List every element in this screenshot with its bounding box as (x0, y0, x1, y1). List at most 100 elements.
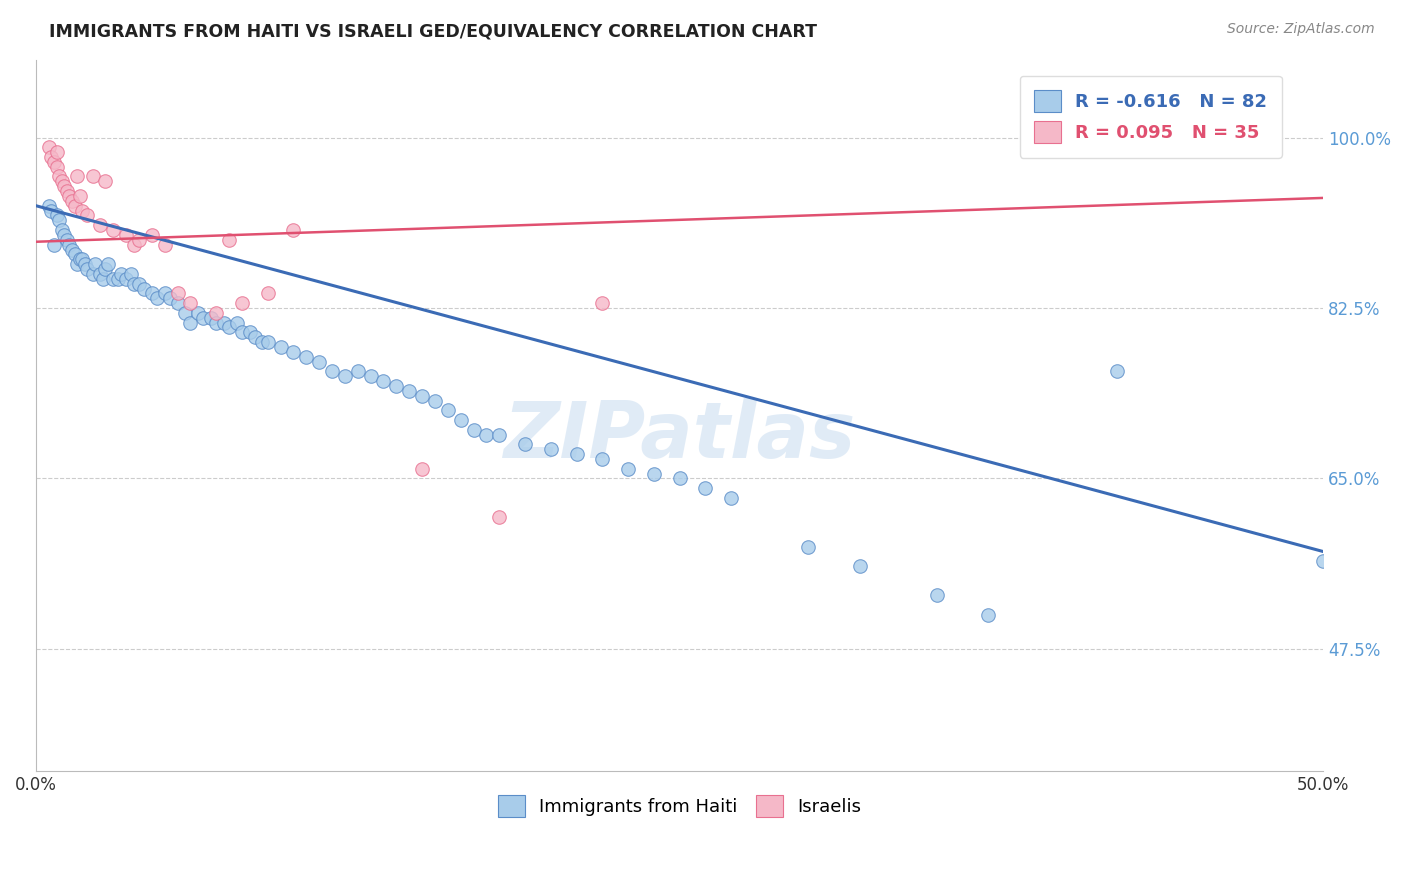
Point (437, 403, 460, 417)
Point (38, 199, 60, 213)
Point (60, 243, 83, 257)
Point (488, 427, 510, 442)
Point (200, 310, 222, 325)
Point (58, 189, 80, 203)
Point (321, 364, 343, 378)
Point (797, 540, 820, 554)
Point (82, 267, 104, 281)
Point (66, 257, 89, 271)
Point (565, 447, 588, 461)
Point (225, 316, 247, 330)
Point (58, 237, 80, 252)
Point (218, 233, 240, 247)
Point (66, 169, 89, 184)
Point (107, 272, 129, 286)
Point (153, 286, 176, 301)
Point (76, 262, 98, 277)
Point (373, 374, 395, 388)
Point (38, 140, 60, 154)
Point (1107, 364, 1129, 378)
Point (89, 218, 111, 232)
Point (42, 237, 65, 252)
Point (97, 257, 120, 271)
Point (84, 257, 107, 271)
Point (256, 335, 278, 350)
Point (42, 154, 65, 169)
Point (398, 384, 420, 398)
Point (56, 184, 79, 198)
Point (231, 326, 253, 340)
Point (94, 262, 117, 277)
Point (69, 252, 91, 267)
Point (174, 306, 197, 320)
Point (385, 379, 408, 393)
Point (128, 277, 150, 291)
Point (45, 145, 67, 160)
Point (45, 209, 67, 223)
Point (239, 326, 262, 340)
Text: IMMIGRANTS FROM HAITI VS ISRAELI GED/EQUIVALENCY CORRELATION CHART: IMMIGRANTS FROM HAITI VS ISRAELI GED/EQU… (49, 22, 817, 40)
Point (463, 423, 485, 437)
Point (110, 267, 132, 281)
Point (187, 306, 209, 320)
Text: ZIPatlas: ZIPatlas (503, 399, 856, 475)
Point (101, 272, 124, 286)
Point (848, 559, 870, 574)
Point (60, 194, 83, 208)
Point (56, 233, 79, 247)
Point (41, 203, 63, 218)
Point (212, 316, 235, 330)
Point (1312, 554, 1334, 568)
Point (205, 316, 228, 330)
Point (925, 588, 948, 602)
Point (270, 340, 292, 354)
Point (488, 510, 510, 524)
Point (91, 272, 114, 286)
Point (218, 320, 240, 334)
Point (141, 227, 163, 242)
Point (72, 252, 94, 267)
Point (540, 442, 562, 457)
Point (450, 413, 472, 427)
Point (283, 223, 305, 237)
Point (159, 291, 181, 305)
Point (346, 364, 368, 378)
Point (977, 607, 1000, 622)
Point (115, 227, 138, 242)
Point (115, 272, 138, 286)
Point (89, 267, 111, 281)
Legend: Immigrants from Haiti, Israelis: Immigrants from Haiti, Israelis (489, 786, 870, 826)
Point (153, 237, 176, 252)
Point (243, 330, 266, 344)
Point (695, 481, 717, 495)
Point (122, 237, 145, 252)
Point (73, 257, 96, 271)
Point (69, 189, 91, 203)
Point (94, 174, 117, 188)
Point (41, 150, 63, 164)
Point (252, 335, 274, 350)
Point (668, 471, 690, 485)
Point (101, 223, 124, 237)
Point (45, 160, 67, 174)
Point (53, 227, 76, 242)
Point (591, 296, 613, 310)
Point (360, 369, 382, 384)
Point (617, 461, 640, 475)
Point (120, 267, 142, 281)
Point (51, 223, 73, 237)
Point (63, 247, 86, 261)
Point (48, 213, 70, 227)
Point (475, 427, 498, 442)
Point (231, 296, 253, 310)
Point (146, 291, 169, 305)
Point (51, 174, 73, 188)
Point (53, 179, 76, 194)
Point (295, 350, 318, 364)
Point (128, 233, 150, 247)
Point (720, 491, 742, 505)
Point (132, 281, 155, 295)
Point (193, 310, 215, 325)
Point (82, 169, 104, 184)
Point (179, 296, 201, 310)
